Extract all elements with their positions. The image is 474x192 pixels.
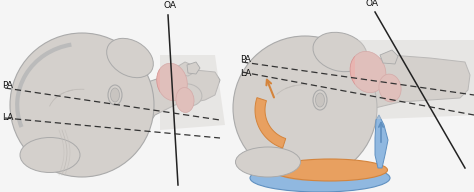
Ellipse shape bbox=[176, 88, 194, 113]
Ellipse shape bbox=[174, 84, 202, 106]
Polygon shape bbox=[255, 98, 286, 148]
Ellipse shape bbox=[379, 74, 401, 102]
Polygon shape bbox=[148, 70, 220, 125]
Circle shape bbox=[10, 33, 154, 177]
Polygon shape bbox=[160, 55, 225, 130]
Ellipse shape bbox=[157, 63, 187, 101]
Ellipse shape bbox=[110, 88, 119, 102]
Ellipse shape bbox=[236, 147, 301, 177]
Text: PA: PA bbox=[240, 55, 251, 65]
Ellipse shape bbox=[273, 159, 388, 181]
Ellipse shape bbox=[108, 85, 122, 105]
Text: PA: PA bbox=[2, 81, 13, 90]
Polygon shape bbox=[380, 50, 398, 64]
Ellipse shape bbox=[316, 93, 325, 107]
Ellipse shape bbox=[107, 38, 154, 78]
Polygon shape bbox=[375, 115, 388, 168]
Ellipse shape bbox=[313, 32, 367, 72]
Ellipse shape bbox=[20, 137, 80, 172]
Circle shape bbox=[233, 36, 377, 180]
Text: LA: LA bbox=[2, 113, 13, 122]
Text: LA: LA bbox=[240, 70, 251, 79]
Polygon shape bbox=[355, 40, 474, 120]
Text: OA: OA bbox=[365, 0, 379, 8]
Text: OA: OA bbox=[164, 1, 176, 10]
Ellipse shape bbox=[350, 51, 386, 93]
Ellipse shape bbox=[313, 90, 327, 110]
Polygon shape bbox=[362, 55, 470, 118]
Polygon shape bbox=[175, 62, 195, 76]
Polygon shape bbox=[187, 62, 200, 74]
Ellipse shape bbox=[250, 164, 390, 192]
